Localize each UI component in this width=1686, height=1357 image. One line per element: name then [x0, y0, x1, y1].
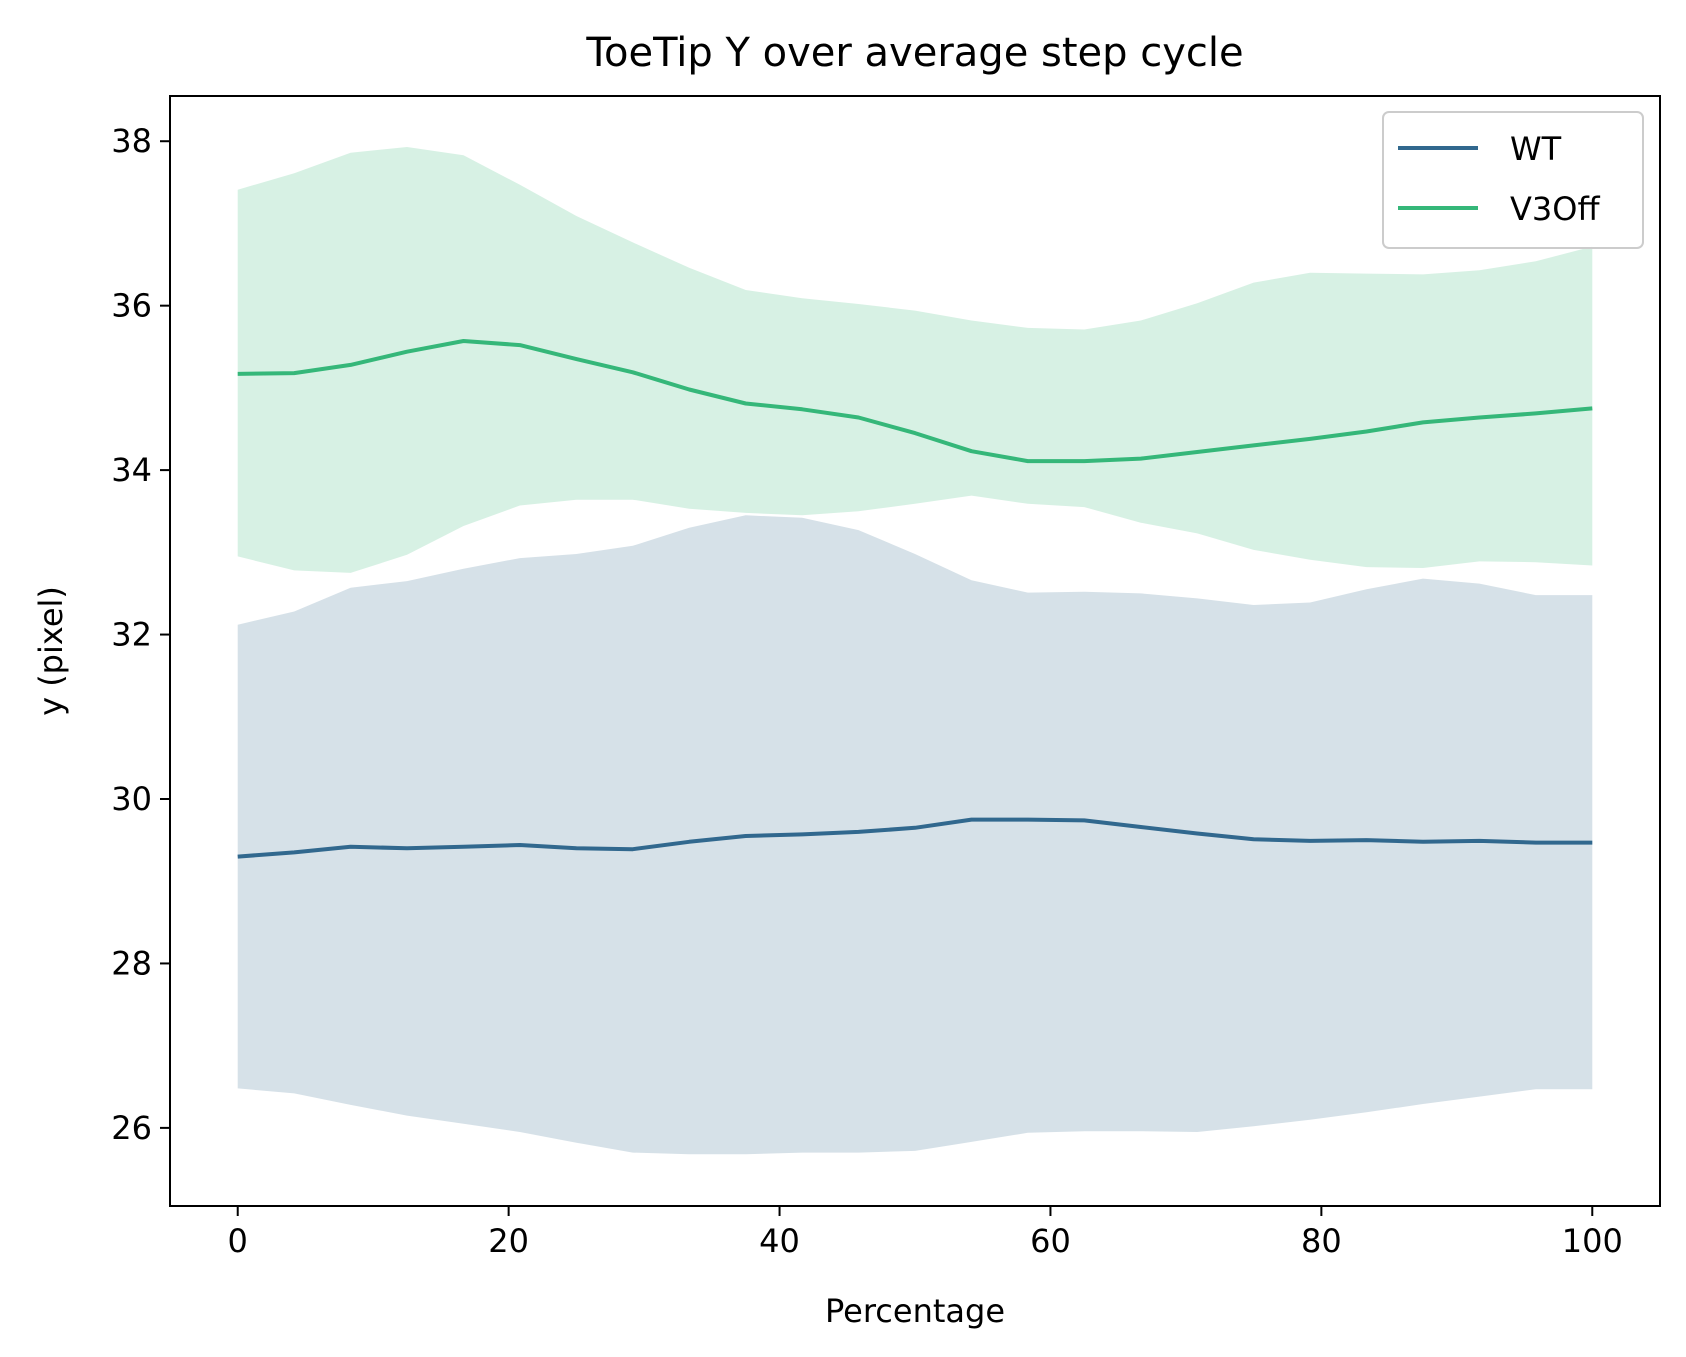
plot-frame	[169, 95, 1661, 1207]
x-tick-label: 0	[228, 1222, 248, 1260]
y-tick-label: 36	[111, 287, 152, 325]
y-tick-label: 38	[111, 122, 152, 160]
legend-label-wt: WT	[1510, 130, 1562, 168]
line-wt	[237, 817, 1593, 859]
x-tick-label: 20	[488, 1222, 529, 1260]
y-tick-label: 32	[111, 616, 152, 654]
y-tick-label: 26	[111, 1109, 152, 1147]
x-axis: 0 20 40 60 80 100	[228, 1206, 1623, 1260]
x-tick-label: 60	[1030, 1222, 1071, 1260]
legend: WT V3Off	[1382, 111, 1644, 249]
y-axis: 26 28 30 32 34 36 38	[111, 122, 170, 1147]
confidence-bands	[237, 147, 1593, 1155]
y-tick-label: 30	[111, 780, 152, 818]
line-v3off	[237, 339, 1593, 464]
x-tick-label: 100	[1562, 1222, 1623, 1260]
series-lines	[237, 339, 1593, 859]
x-tick-label: 40	[759, 1222, 800, 1260]
band-v3off	[237, 147, 1593, 573]
y-tick-label: 28	[111, 944, 152, 982]
x-tick-label: 80	[1301, 1222, 1342, 1260]
legend-label-v3off: V3Off	[1510, 190, 1600, 228]
y-axis-label: y (pixel)	[32, 586, 70, 716]
chart-title: ToeTip Y over average step cycle	[585, 30, 1243, 76]
band-wt	[237, 515, 1593, 1155]
x-axis-label: Percentage	[825, 1292, 1005, 1330]
y-tick-label: 34	[111, 451, 152, 489]
